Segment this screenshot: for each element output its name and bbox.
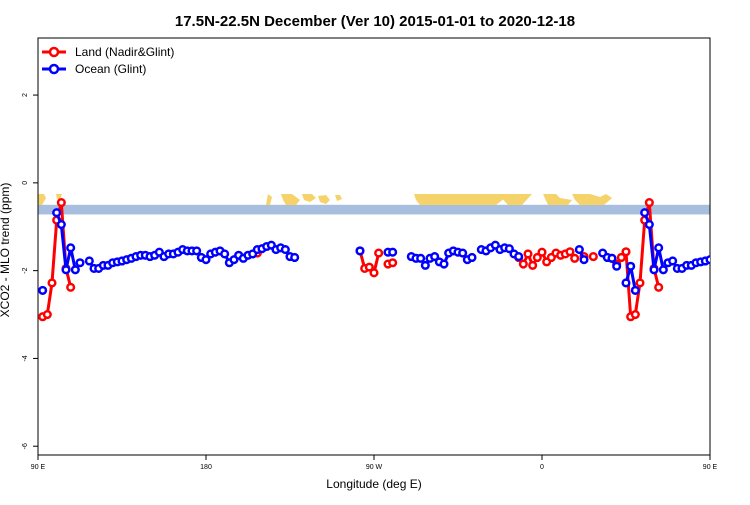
- land-shape-4: [335, 195, 342, 201]
- data-point: [192, 246, 202, 256]
- data-point: [574, 245, 584, 255]
- data-point: [630, 285, 640, 295]
- data-point: [612, 261, 622, 271]
- data-point: [52, 208, 62, 218]
- data-point: [621, 247, 631, 257]
- data-point: [640, 208, 650, 218]
- legend-label: Land (Nadir&Glint): [75, 45, 174, 59]
- data-point: [668, 256, 678, 266]
- land-shape-6: [498, 194, 532, 205]
- data-point: [658, 265, 668, 275]
- y-axis-label: XCO2 - MLO trend (ppm): [0, 183, 12, 318]
- data-point: [430, 252, 440, 262]
- y-tick-label: 0: [22, 181, 29, 185]
- data-point: [523, 249, 533, 259]
- data-point: [616, 252, 626, 263]
- data-point: [280, 245, 290, 255]
- y-tick-label: -6: [22, 443, 29, 449]
- data-point: [705, 255, 710, 265]
- ocean-band: [38, 204, 710, 215]
- data-point: [47, 278, 57, 288]
- data-point: [537, 247, 547, 257]
- data-point: [374, 248, 384, 258]
- data-point: [514, 252, 524, 262]
- land-shape-7: [543, 194, 572, 205]
- data-point: [66, 243, 76, 253]
- data-point: [588, 252, 598, 262]
- data-point: [84, 256, 94, 266]
- data-point: [56, 198, 66, 208]
- land-shape-9: [38, 194, 46, 205]
- x-tick-label: 90 W: [366, 464, 383, 471]
- data-point: [467, 252, 477, 263]
- data-point: [70, 265, 80, 275]
- data-point: [621, 278, 631, 288]
- land-shape-1: [281, 194, 300, 205]
- data-point: [570, 253, 580, 263]
- data-point: [654, 282, 664, 292]
- data-point: [420, 260, 430, 270]
- data-point: [644, 198, 654, 208]
- x-axis-label: Longitude (deg E): [326, 477, 421, 491]
- series-0: [38, 198, 664, 322]
- legend-marker: [48, 63, 60, 75]
- land-shape-3: [318, 195, 330, 204]
- land-shape-11: [596, 200, 606, 205]
- data-point: [565, 247, 575, 257]
- land-shape-0: [266, 194, 272, 205]
- data-point: [532, 252, 542, 263]
- land-shape-2: [302, 194, 316, 202]
- data-point: [61, 265, 71, 275]
- y-tick-label: -4: [22, 355, 29, 361]
- data-point: [388, 258, 398, 268]
- data-point: [201, 255, 211, 265]
- data-point: [635, 278, 645, 288]
- data-point: [364, 262, 374, 272]
- data-point: [458, 248, 468, 258]
- data-point: [626, 261, 636, 271]
- data-point: [644, 220, 654, 230]
- chart-title: 17.5N-22.5N December (Ver 10) 2015-01-01…: [175, 13, 575, 30]
- y-tick-label: 2: [22, 93, 29, 97]
- data-point: [579, 255, 589, 265]
- data-point: [630, 309, 640, 320]
- data-point: [369, 268, 379, 278]
- land-shape-5: [414, 194, 505, 205]
- data-point: [528, 260, 538, 270]
- series-1: [38, 208, 710, 295]
- data-point: [220, 249, 230, 259]
- data-point: [654, 243, 664, 253]
- data-point: [607, 253, 617, 263]
- data-point: [504, 244, 514, 254]
- data-point: [56, 220, 66, 230]
- x-tick-label: 180: [200, 464, 212, 471]
- data-point: [66, 282, 76, 292]
- plot-frame: [37, 37, 711, 456]
- legend-label: Ocean (Glint): [75, 62, 146, 76]
- x-tick-label: 90 E: [703, 464, 718, 471]
- data-point: [355, 246, 365, 256]
- data-point: [42, 309, 52, 320]
- data-point: [439, 259, 449, 269]
- data-point: [290, 252, 300, 263]
- data-point: [649, 265, 659, 275]
- data-point: [518, 259, 528, 269]
- y-tick-label: -2: [22, 267, 29, 273]
- data-point: [416, 253, 426, 263]
- land-shape-8: [572, 194, 612, 205]
- legend-marker: [48, 46, 60, 58]
- data-point: [388, 247, 398, 257]
- data-point: [38, 285, 48, 295]
- data-point: [75, 258, 85, 268]
- x-tick-label: 90 E: [31, 464, 46, 471]
- x-tick-label: 0: [540, 464, 544, 471]
